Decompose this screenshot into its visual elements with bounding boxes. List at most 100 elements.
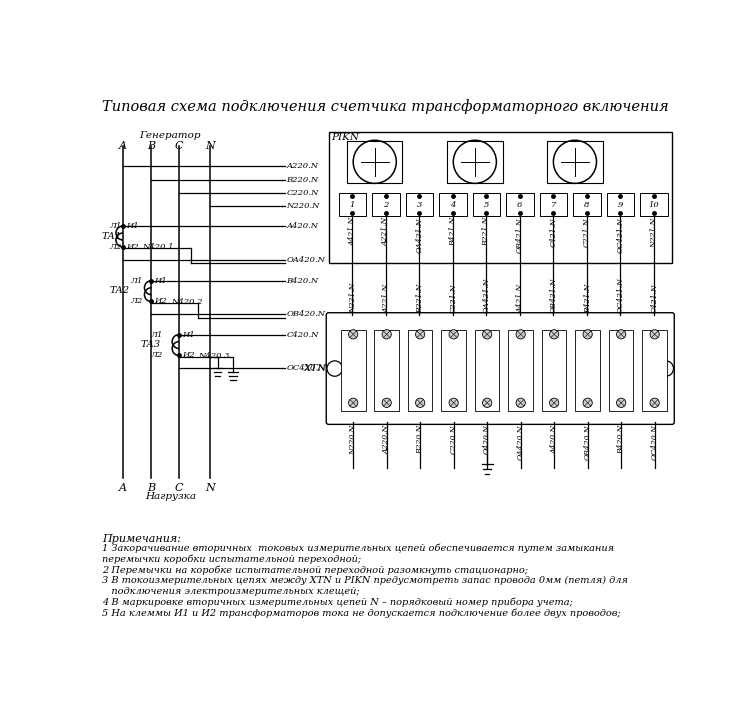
Bar <box>406 193 433 216</box>
Text: 6: 6 <box>517 200 523 208</box>
Circle shape <box>516 330 526 339</box>
Text: C221.N: C221.N <box>450 283 458 313</box>
Text: Л2: Л2 <box>131 297 143 305</box>
Circle shape <box>382 398 392 407</box>
Text: B220.N: B220.N <box>416 425 424 454</box>
Text: A220.N: A220.N <box>383 425 391 454</box>
Bar <box>473 193 500 216</box>
Text: A221.N: A221.N <box>382 217 390 246</box>
Text: 2: 2 <box>383 200 389 208</box>
Text: Л1: Л1 <box>151 331 163 339</box>
Text: OA421.N: OA421.N <box>483 277 491 313</box>
Bar <box>640 193 668 216</box>
Text: C221.N: C221.N <box>583 217 591 247</box>
Text: OB421.N: OB421.N <box>516 217 524 253</box>
Text: B: B <box>148 141 156 151</box>
Text: Л1: Л1 <box>131 277 143 285</box>
Text: 3: 3 <box>416 200 422 208</box>
Text: Примечания:: Примечания: <box>102 534 181 544</box>
Text: 9: 9 <box>617 200 623 208</box>
Circle shape <box>550 398 559 407</box>
Text: A220.N: A220.N <box>286 163 319 171</box>
Bar <box>508 330 533 412</box>
Bar <box>372 193 400 216</box>
Bar <box>339 193 366 216</box>
Bar <box>475 330 499 412</box>
FancyBboxPatch shape <box>326 313 674 425</box>
Text: OC420.N: OC420.N <box>286 364 325 372</box>
Text: B421.N: B421.N <box>584 283 592 313</box>
Text: 3 В токоизмерительных цепях между XTN и PIKN предусмотреть запас провода 0мм (пе: 3 В токоизмерительных цепях между XTN и … <box>102 576 628 585</box>
Bar <box>441 330 466 412</box>
Text: И2: И2 <box>182 351 195 359</box>
Text: Л2: Л2 <box>109 242 121 250</box>
Text: A421.N: A421.N <box>349 217 356 246</box>
Text: C220.N: C220.N <box>286 189 319 197</box>
Text: A221.N: A221.N <box>383 284 391 313</box>
Text: A421.N: A421.N <box>517 284 525 313</box>
Text: B420.N: B420.N <box>617 425 625 454</box>
Text: N221.N: N221.N <box>650 217 658 248</box>
Text: OC420.N: OC420.N <box>651 425 659 460</box>
Text: OA420.N: OA420.N <box>286 256 325 264</box>
Text: OA420.N: OA420.N <box>517 425 525 460</box>
Text: Л1: Л1 <box>109 222 121 230</box>
Text: 7: 7 <box>550 200 556 208</box>
Circle shape <box>650 398 660 407</box>
Text: B421.N: B421.N <box>449 217 457 247</box>
Bar <box>575 330 600 412</box>
Text: ТА2: ТА2 <box>109 286 130 295</box>
Text: OB420.N: OB420.N <box>286 310 325 318</box>
Text: B221.N: B221.N <box>483 217 490 247</box>
Text: N420.2: N420.2 <box>171 298 203 306</box>
Text: B220.N: B220.N <box>286 176 319 184</box>
Text: Типовая схема подключения счетчика трансформаторного включения: Типовая схема подключения счетчика транс… <box>102 99 669 114</box>
Bar <box>341 330 365 412</box>
Text: A: A <box>119 141 127 151</box>
Bar <box>573 193 601 216</box>
Text: OB421.N: OB421.N <box>550 277 558 313</box>
Circle shape <box>583 398 593 407</box>
Text: ТА1: ТА1 <box>102 232 121 241</box>
Bar <box>408 330 432 412</box>
Text: И1: И1 <box>182 331 195 339</box>
Circle shape <box>416 330 425 339</box>
Text: XTN: XTN <box>304 364 328 373</box>
Text: перемычки коробки испытательной переходной;: перемычки коробки испытательной переходн… <box>102 555 361 564</box>
Text: И1: И1 <box>126 222 139 230</box>
Text: OA421.N: OA421.N <box>416 217 423 253</box>
Text: OC421.N: OC421.N <box>617 277 625 313</box>
Text: OC421.N: OC421.N <box>617 217 624 253</box>
Text: N: N <box>205 483 215 493</box>
Text: Л2: Л2 <box>151 351 163 359</box>
Text: подключения электроизмерительных клещей;: подключения электроизмерительных клещей; <box>102 587 360 596</box>
Bar <box>374 330 399 412</box>
Circle shape <box>382 330 392 339</box>
Bar <box>506 193 534 216</box>
Bar <box>540 193 567 216</box>
Bar <box>542 330 566 412</box>
Text: N221.N: N221.N <box>349 282 357 313</box>
Bar <box>609 330 633 412</box>
Text: PIKN: PIKN <box>331 134 359 142</box>
Text: B: B <box>148 483 156 493</box>
Text: B420.N: B420.N <box>286 277 319 285</box>
Text: C220.N: C220.N <box>450 425 458 454</box>
Text: N420.3: N420.3 <box>199 352 230 360</box>
Text: C421.N: C421.N <box>651 283 659 313</box>
Circle shape <box>483 398 492 407</box>
Text: И2: И2 <box>154 297 167 305</box>
Circle shape <box>483 330 492 339</box>
Bar <box>642 330 667 412</box>
Text: OB420.N: OB420.N <box>584 425 592 460</box>
Text: 8: 8 <box>584 200 590 208</box>
Circle shape <box>416 398 425 407</box>
Bar <box>328 132 672 263</box>
Text: 1 Закорачивание вторичных  токовых измерительных цепей обеспечивается путем замы: 1 Закорачивание вторичных токовых измери… <box>102 544 614 553</box>
Text: A420.N: A420.N <box>286 222 319 230</box>
Text: C: C <box>175 483 184 493</box>
Text: Нагрузка: Нагрузка <box>145 492 196 501</box>
Text: 5 На клеммы И1 и И2 трансформаторов тока не допускается подключение более двух п: 5 На клеммы И1 и И2 трансформаторов тока… <box>102 608 620 618</box>
Text: A420.N: A420.N <box>550 425 558 454</box>
Text: ТА3: ТА3 <box>141 340 161 348</box>
